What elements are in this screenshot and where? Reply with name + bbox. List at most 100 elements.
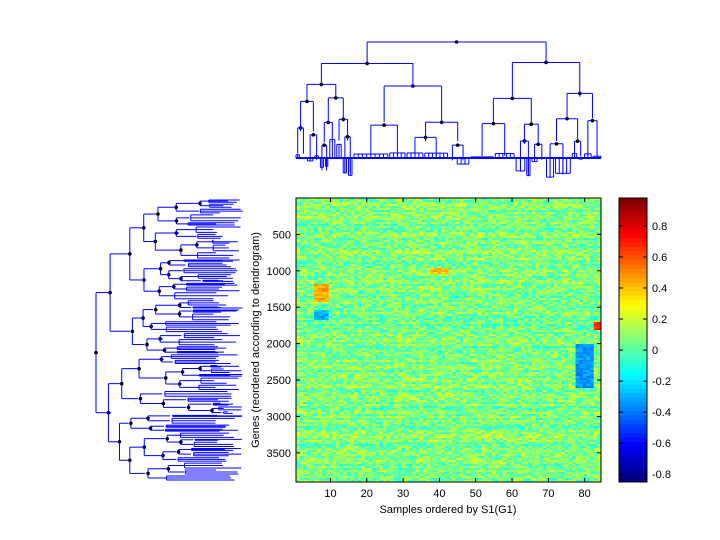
heatmap-cell	[343, 202, 348, 205]
heatmap-cell	[386, 234, 391, 237]
heatmap-cell	[557, 234, 562, 237]
heatmap-cell	[296, 242, 301, 245]
heatmap-cell	[473, 274, 478, 277]
heatmap-cell	[375, 206, 380, 209]
heatmap-cell	[510, 276, 515, 279]
heatmap-cell	[590, 224, 595, 227]
heatmap-cell	[528, 292, 533, 295]
heatmap-cell	[499, 236, 504, 239]
heatmap-cell	[361, 270, 366, 273]
heatmap-cell	[328, 224, 333, 227]
heatmap-cell	[408, 298, 413, 301]
heatmap-cell	[368, 244, 373, 247]
heatmap-cell	[590, 230, 595, 233]
heatmap-cell	[444, 232, 449, 235]
heatmap-cell	[466, 214, 471, 217]
heatmap-cell	[590, 278, 595, 281]
heatmap-cell	[426, 244, 431, 247]
heatmap-cell	[488, 288, 493, 291]
heatmap-cell	[517, 284, 522, 287]
heatmap-cell	[521, 206, 526, 209]
heatmap-cell	[455, 230, 460, 233]
heatmap-cell	[383, 256, 388, 259]
heatmap-cell	[401, 224, 406, 227]
heatmap-cell	[390, 204, 395, 207]
heatmap-cell	[426, 260, 431, 263]
heatmap-cell	[517, 198, 522, 201]
heatmap-cell	[495, 284, 500, 287]
heatmap-cell	[557, 252, 562, 255]
heatmap-cell	[335, 276, 340, 279]
heatmap-cell	[339, 262, 344, 265]
heatmap-cell	[579, 224, 584, 227]
heatmap-cell	[477, 258, 482, 261]
heatmap-cell	[412, 206, 417, 209]
heatmap-cell	[415, 216, 420, 219]
heatmap-cell	[564, 210, 569, 213]
heatmap-cell	[466, 272, 471, 275]
heatmap-cell	[375, 286, 380, 289]
heatmap-cell	[535, 216, 540, 219]
heatmap-cell	[317, 224, 322, 227]
heatmap-cell	[444, 206, 449, 209]
heatmap-cell	[593, 266, 598, 269]
heatmap-cell	[597, 210, 602, 213]
heatmap-cell	[383, 198, 388, 201]
heatmap-cell	[354, 202, 359, 205]
heatmap-cell	[586, 246, 591, 249]
heatmap-cell	[423, 202, 428, 205]
heatmap-cell	[528, 298, 533, 301]
heatmap-cell	[553, 208, 558, 211]
heatmap-cell	[557, 238, 562, 241]
heatmap-cell	[423, 264, 428, 267]
heatmap-cell	[488, 284, 493, 287]
heatmap-cell	[346, 298, 351, 301]
heatmap-cell	[473, 236, 478, 239]
heatmap-cell	[314, 238, 319, 241]
heatmap-cell	[317, 220, 322, 223]
heatmap-cell	[354, 298, 359, 301]
heatmap-cell	[332, 216, 337, 219]
heatmap-cell	[408, 216, 413, 219]
heatmap-cell	[597, 220, 602, 223]
heatmap-cell	[561, 220, 566, 223]
heatmap-cell	[579, 216, 584, 219]
heatmap-cell	[492, 264, 497, 267]
heatmap-cell	[484, 240, 489, 243]
heatmap-cell	[444, 218, 449, 221]
heatmap-cell	[452, 282, 457, 285]
heatmap-cell	[339, 266, 344, 269]
heatmap-cell	[492, 274, 497, 277]
heatmap-cell	[372, 254, 377, 257]
heatmap-cell	[575, 228, 580, 231]
heatmap-cell	[296, 220, 301, 223]
heatmap-cell	[510, 224, 515, 227]
heatmap-cell	[386, 242, 391, 245]
heatmap-cell	[524, 210, 529, 213]
heatmap-cell	[477, 270, 482, 273]
heatmap-cell	[386, 246, 391, 249]
heatmap-cell	[368, 266, 373, 269]
heatmap-cell	[354, 284, 359, 287]
heatmap-cell	[593, 268, 598, 271]
heatmap-cell	[510, 242, 515, 245]
heatmap-cell	[332, 268, 337, 271]
heatmap-cell	[463, 222, 468, 225]
heatmap-cell	[553, 246, 558, 249]
heatmap-cell	[481, 226, 486, 229]
heatmap-cell	[571, 228, 576, 231]
heatmap-cell	[597, 272, 602, 275]
heatmap-cell	[568, 220, 573, 223]
heatmap-cell	[354, 222, 359, 225]
heatmap-cell	[535, 256, 540, 259]
heatmap-cell	[394, 292, 399, 295]
heatmap-cell	[535, 228, 540, 231]
heatmap-cell	[481, 204, 486, 207]
heatmap-cell	[325, 300, 330, 303]
heatmap-cell	[528, 266, 533, 269]
heatmap-cell	[466, 218, 471, 221]
heatmap-cell	[473, 240, 478, 243]
heatmap-cell	[477, 266, 482, 269]
heatmap-cell	[430, 300, 435, 303]
heatmap-cell	[455, 242, 460, 245]
